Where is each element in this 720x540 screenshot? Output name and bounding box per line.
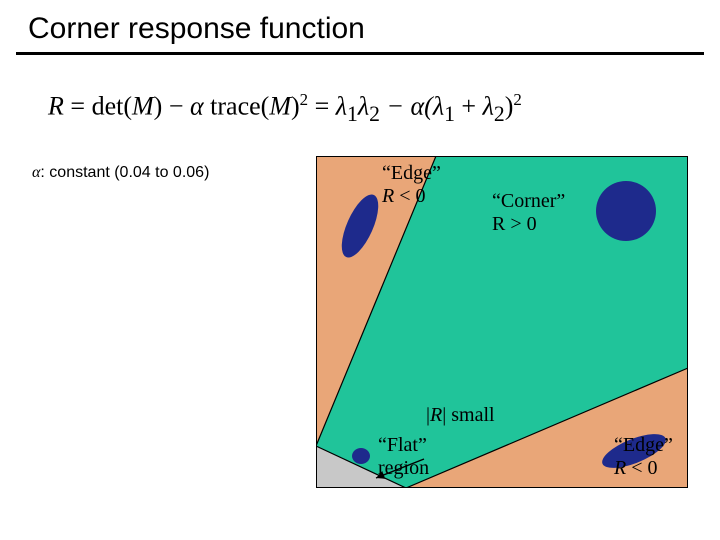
label-rsmall: |R| small [426, 404, 495, 427]
eq-s4: 2 [494, 102, 505, 126]
label-corner-R: R > 0 [492, 213, 537, 235]
label-corner-2: R > 0 [492, 213, 565, 236]
alpha-rest: : constant (0.04 to 0.06) [40, 164, 209, 181]
label-flat-2: region [378, 457, 429, 480]
eq-M1: M [132, 92, 154, 121]
equation: R = det(M) − α trace(M)2 = λ1λ2 − α(λ1 +… [48, 90, 522, 127]
label-flat: “Flat” region [378, 434, 429, 480]
label-edge-top-1: “Edge” [382, 162, 441, 185]
eq-l1: λ [336, 92, 347, 121]
label-edge-top-lt: < 0 [394, 185, 425, 207]
eq-l2: λ [358, 92, 369, 121]
label-edge-bot-2: R < 0 [614, 457, 673, 480]
eq-eq2: = [308, 92, 336, 121]
eq-sq1: 2 [300, 90, 308, 109]
eq-M2: M [269, 92, 291, 121]
eq-trace: trace( [204, 92, 270, 121]
eq-det: det( [92, 92, 132, 121]
label-corner-1: “Corner” [492, 190, 565, 213]
label-edge-bot: “Edge” R < 0 [614, 434, 673, 480]
eq-eq: = [70, 92, 85, 121]
eq-R: R [48, 92, 64, 121]
label-edge-top-2: R < 0 [382, 185, 441, 208]
eq-s1: 1 [347, 102, 358, 126]
eq-alpha: α [190, 92, 204, 121]
eq-detclose: ) − [154, 92, 190, 121]
label-flat-1: “Flat” [378, 434, 429, 457]
eq-s2: 2 [369, 102, 380, 126]
label-edge-top-R: R [382, 185, 394, 207]
label-edge-bot-R: R [614, 457, 626, 479]
eq-l4: λ [483, 92, 494, 121]
eq-plus: + [455, 92, 483, 121]
page-title: Corner response function [28, 12, 365, 46]
label-edge-bot-lt: < 0 [626, 457, 657, 479]
response-diagram: “Edge” R < 0 “Corner” R > 0 |R| small “F… [316, 156, 688, 488]
label-corner: “Corner” R > 0 [492, 190, 565, 236]
eq-l3: λ [433, 92, 444, 121]
eq-traceclose: ) [291, 92, 300, 121]
label-rsmall-b: small [446, 404, 494, 426]
alpha-note: α: constant (0.04 to 0.06) [32, 164, 209, 182]
label-edge-bot-1: “Edge” [614, 434, 673, 457]
label-edge-top: “Edge” R < 0 [382, 162, 441, 208]
eq-minusalpha: − α( [380, 92, 433, 121]
eq-sq2: 2 [513, 90, 521, 109]
title-rule [16, 52, 704, 55]
eq-s3: 1 [444, 102, 455, 126]
label-rsmall-a: |R| [426, 404, 446, 426]
